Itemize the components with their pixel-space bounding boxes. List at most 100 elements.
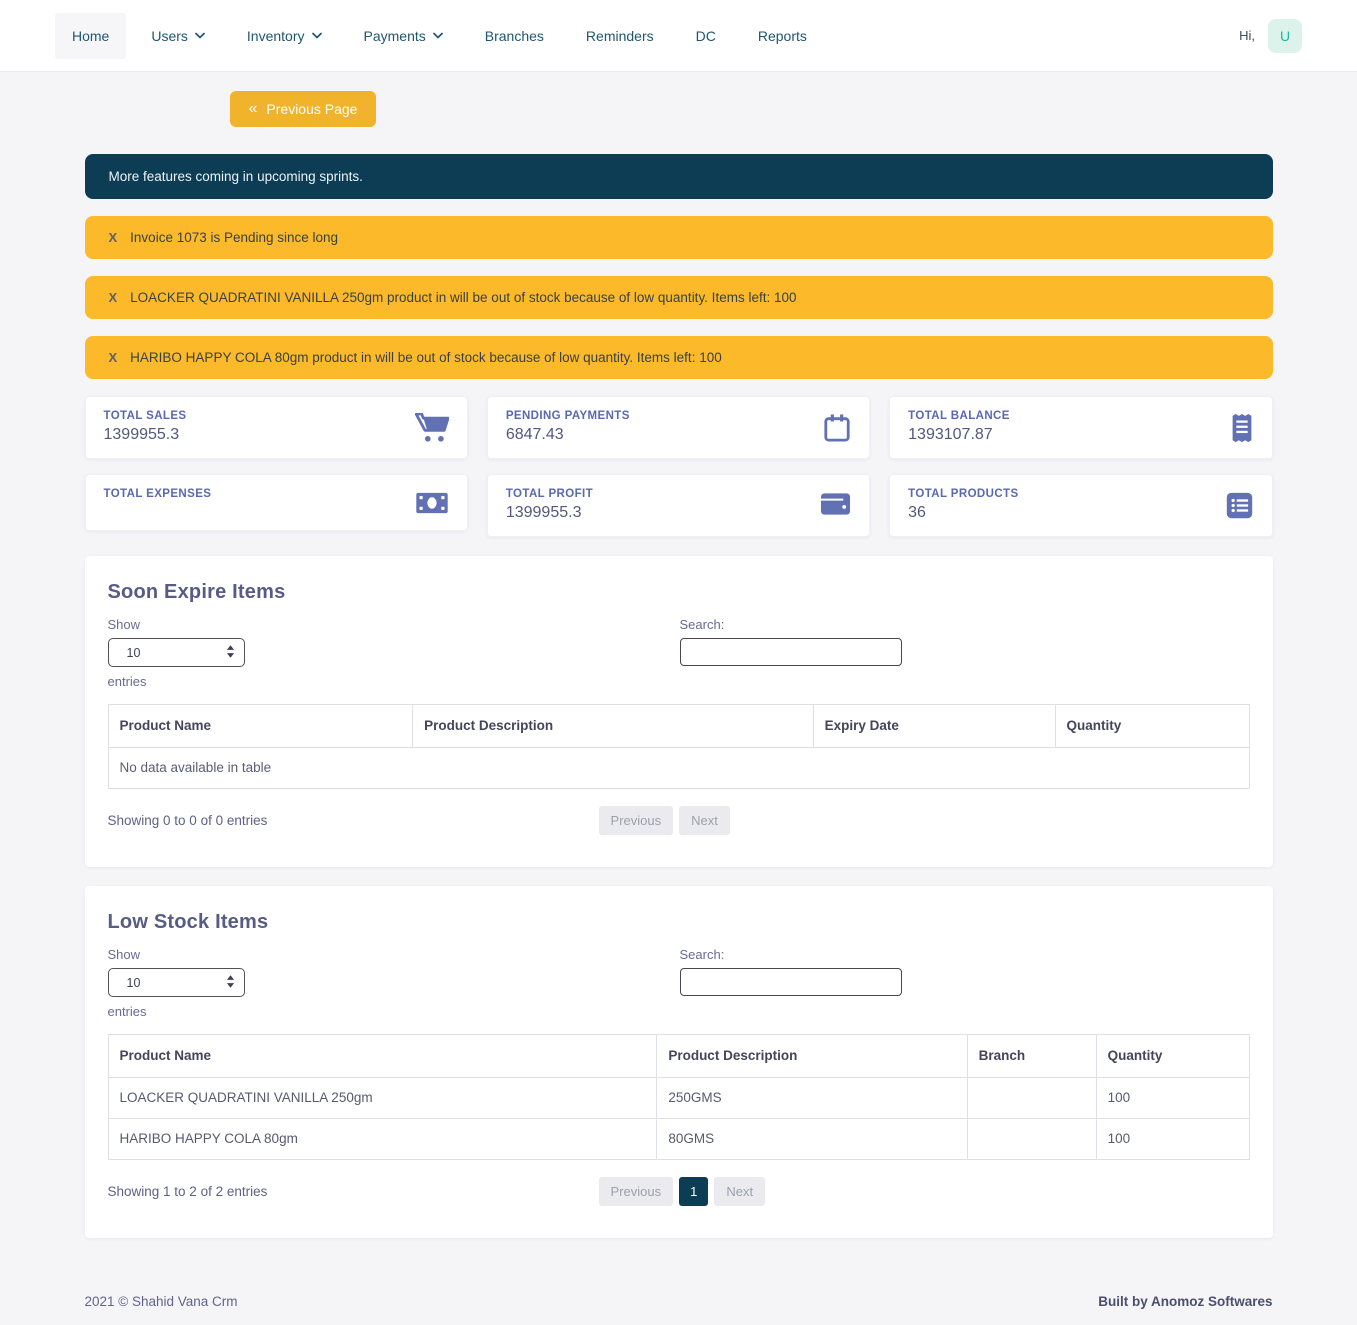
cell-product-description: 80GMS (656, 1118, 968, 1160)
page-size-value: 10 (126, 975, 141, 990)
column-header[interactable]: Product Name (107, 704, 414, 748)
column-header[interactable]: Branch (966, 1034, 1097, 1078)
nav-item-users[interactable]: Users (134, 13, 222, 59)
stat-value (104, 504, 212, 516)
cell-branch (966, 1118, 1097, 1160)
nav-item-label: DC (695, 27, 716, 44)
previous-button[interactable]: Previous (598, 806, 674, 835)
column-header[interactable]: Product Description (412, 704, 814, 748)
nav-item-dc[interactable]: DC (679, 13, 733, 59)
stat-value: 1393107.87 (908, 426, 993, 443)
cell-product-name: HARIBO HAPPY COLA 80gm (107, 1118, 658, 1160)
nav-item-payments[interactable]: Payments (347, 13, 460, 59)
nav-item-label: Users (151, 27, 188, 44)
previous-page-label: Previous Page (266, 101, 358, 117)
list-icon (1225, 491, 1254, 520)
stat-label: PENDING PAYMENTS (505, 410, 630, 422)
cell-product-description: 250GMS (656, 1077, 968, 1119)
copyright-text: 2021 © Shahid Vana Crm (84, 1294, 238, 1309)
chevron-down-icon (195, 32, 205, 39)
wallet-icon (820, 491, 851, 517)
soon-expire-section: Soon Expire Items Show 10 entries Search… (84, 556, 1273, 867)
entries-summary: Showing 1 to 2 of 2 entries (107, 1184, 268, 1199)
select-arrows-icon (226, 644, 235, 661)
column-header[interactable]: Product Name (107, 1034, 658, 1078)
chevron-down-icon (432, 32, 443, 39)
stat-card-total-products: TOTAL PRODUCTS 36 (889, 474, 1273, 537)
table-header-row: Product Name Product Description Expiry … (107, 704, 1250, 748)
stat-label: TOTAL SALES (103, 410, 187, 422)
info-banner: More features coming in upcoming sprints… (84, 154, 1273, 199)
alert-text: HARIBO HAPPY COLA 80gm product in will b… (130, 350, 722, 365)
cell-product-name: LOACKER QUADRATINI VANILLA 250gm (107, 1077, 658, 1119)
double-chevron-left-icon: « (248, 100, 258, 117)
nav-menu: Home Users Inventory Payments Branches R… (55, 12, 824, 59)
info-banner-text: More features coming in upcoming sprints… (108, 169, 363, 184)
nav-item-label: Reminders (585, 27, 654, 44)
entries-label: entries (107, 674, 147, 689)
close-icon[interactable]: X (108, 230, 118, 245)
search-input[interactable] (679, 638, 902, 666)
stat-card-total-profit: TOTAL PROFIT 1399955.3 (486, 474, 871, 537)
calendar-icon (823, 413, 851, 443)
next-button[interactable]: Next (714, 1177, 766, 1206)
select-arrows-icon (226, 974, 235, 991)
column-header[interactable]: Quantity (1095, 1034, 1250, 1078)
cell-branch (966, 1077, 1097, 1119)
chevron-down-icon (311, 32, 322, 39)
previous-page-button[interactable]: « Previous Page (229, 91, 377, 127)
nav-item-reports[interactable]: Reports (741, 13, 824, 59)
stat-value: 6847.43 (505, 426, 564, 443)
page-size-value: 10 (126, 645, 141, 660)
empty-message: No data available in table (107, 747, 1250, 789)
stat-value: 1399955.3 (505, 504, 582, 521)
nav-item-branches[interactable]: Branches (468, 13, 561, 59)
stat-value: 1399955.3 (103, 426, 180, 443)
cell-quantity: 100 (1095, 1077, 1250, 1119)
money-bill-icon (415, 491, 449, 515)
stat-card-total-balance: TOTAL BALANCE 1393107.87 (889, 396, 1273, 459)
column-header[interactable]: Expiry Date (812, 704, 1056, 748)
avatar[interactable]: U (1268, 18, 1302, 53)
stat-label: TOTAL PRODUCTS (908, 488, 1019, 500)
section-title: Low Stock Items (107, 911, 269, 933)
stat-value: 36 (908, 504, 926, 521)
cell-quantity: 100 (1095, 1118, 1250, 1160)
nav-item-home[interactable]: Home (55, 12, 127, 59)
nav-user-area: Hi, U (1239, 18, 1302, 53)
page-1-button[interactable]: 1 (679, 1177, 709, 1206)
section-title: Soon Expire Items (107, 581, 286, 603)
low-stock-table: Product Name Product Description Branch … (107, 1034, 1250, 1160)
nav-item-reminders[interactable]: Reminders (569, 13, 671, 59)
search-label: Search: (679, 617, 725, 632)
greeting-text: Hi, (1239, 28, 1255, 43)
next-button[interactable]: Next (679, 806, 730, 835)
close-icon[interactable]: X (108, 290, 118, 305)
table-row: LOACKER QUADRATINI VANILLA 250gm 250GMS … (107, 1077, 1250, 1119)
page-footer: 2021 © Shahid Vana Crm Built by Anomoz S… (85, 1294, 1273, 1325)
alert-text: Invoice 1073 is Pending since long (130, 230, 339, 245)
nav-item-label: Inventory (246, 27, 305, 44)
page-size-select[interactable]: 10 (107, 968, 245, 997)
stat-card-pending-payments: PENDING PAYMENTS 6847.43 (486, 396, 871, 459)
stat-label: TOTAL BALANCE (908, 410, 1010, 422)
column-header[interactable]: Quantity (1054, 704, 1250, 748)
nav-item-inventory[interactable]: Inventory (230, 13, 339, 59)
nav-item-label: Branches (484, 27, 544, 44)
search-input[interactable] (679, 968, 902, 996)
previous-button[interactable]: Previous (598, 1177, 674, 1206)
alert-low-stock-haribo: X HARIBO HAPPY COLA 80gm product in will… (84, 336, 1273, 379)
pagination: Previous 1 Next (598, 1177, 766, 1206)
page-size-select[interactable]: 10 (107, 638, 245, 667)
column-header[interactable]: Product Description (656, 1034, 968, 1078)
top-navbar: Home Users Inventory Payments Branches R… (0, 0, 1357, 72)
nav-item-label: Home (72, 27, 110, 44)
entries-summary: Showing 0 to 0 of 0 entries (107, 813, 268, 828)
close-icon[interactable]: X (108, 350, 118, 365)
alert-low-stock-loacker: X LOACKER QUADRATINI VANILLA 250gm produ… (84, 276, 1273, 319)
entries-label: entries (107, 1004, 147, 1019)
receipt-icon (1230, 413, 1254, 443)
show-label: Show (107, 617, 141, 632)
cart-icon (414, 413, 449, 443)
stat-card-total-expenses: TOTAL EXPENSES (84, 474, 468, 531)
